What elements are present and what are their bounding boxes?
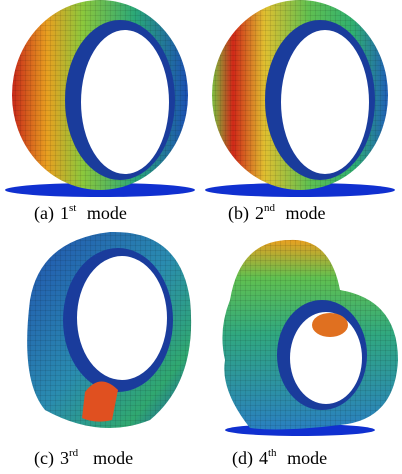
- caption-word: mode: [287, 448, 327, 468]
- caption-label: (a): [34, 203, 54, 223]
- tire-c: [27, 232, 191, 428]
- caption-ordinal: 1st: [60, 203, 76, 223]
- ordinal-suffix: nd: [264, 202, 275, 214]
- caption-word: mode: [87, 203, 127, 223]
- caption-a: (a) 1st mode: [34, 203, 133, 224]
- caption-c: (c) 3rd mode: [34, 448, 139, 469]
- tire-a: [5, 0, 195, 197]
- tire-d: [222, 240, 398, 436]
- ordinal-suffix: st: [69, 202, 76, 214]
- ordinal-number: 1: [60, 203, 69, 223]
- tire-b: [205, 0, 395, 197]
- caption-ordinal: 2nd: [255, 203, 275, 223]
- caption-label: (c): [34, 448, 54, 468]
- caption-ordinal: 3rd: [60, 448, 78, 468]
- ordinal-suffix: th: [268, 447, 277, 459]
- ordinal-suffix: rd: [69, 447, 78, 459]
- caption-word: mode: [286, 203, 326, 223]
- caption-ordinal: 4th: [259, 448, 277, 468]
- ordinal-number: 3: [60, 448, 69, 468]
- caption-label: (d): [232, 448, 253, 468]
- caption-d: (d) 4th mode: [232, 448, 333, 469]
- ordinal-number: 4: [259, 448, 268, 468]
- ordinal-number: 2: [255, 203, 264, 223]
- caption-word: mode: [93, 448, 133, 468]
- caption-label: (b): [228, 203, 249, 223]
- mode-shapes: [0, 0, 402, 474]
- figure: (a) 1st mode (b) 2nd mode (c) 3rd mode (d) 4…: [0, 0, 402, 474]
- caption-b: (b) 2nd mode: [228, 203, 332, 224]
